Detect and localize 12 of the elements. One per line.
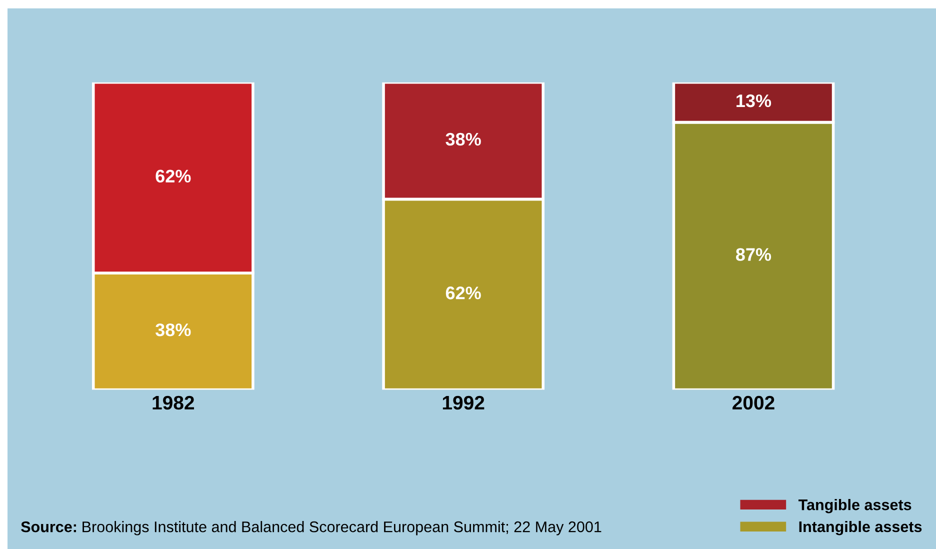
- legend-label: Intangible assets: [799, 520, 922, 536]
- legend-label: Tangible assets: [798, 498, 912, 514]
- data-label: 62%: [446, 286, 481, 300]
- source-note: Source: Brookings Institute and Balanced Scorecard European Summit; 22 May 2001: [21, 521, 602, 536]
- data-label: 38%: [446, 132, 481, 146]
- x-tick-label: 1992: [442, 396, 484, 410]
- data-label: 87%: [736, 248, 772, 261]
- data-label: 62%: [156, 170, 191, 183]
- data-label: 13%: [736, 94, 772, 108]
- x-tick-label: 2002: [732, 396, 774, 410]
- x-tick-label: 1982: [152, 396, 194, 410]
- data-label: 38%: [156, 323, 191, 336]
